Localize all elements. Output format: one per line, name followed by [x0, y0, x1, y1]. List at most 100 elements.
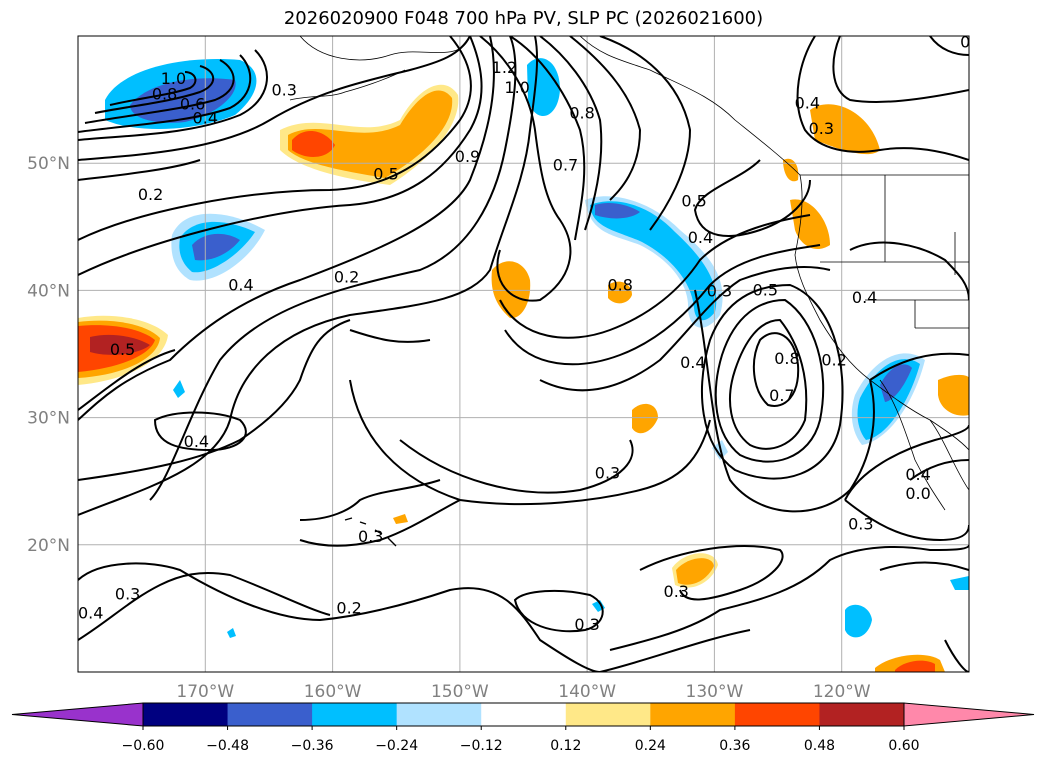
- contour-line: [509, 36, 586, 241]
- contour-line: [499, 214, 811, 339]
- contour-line: [929, 36, 969, 56]
- pv-positive-region: [608, 281, 632, 304]
- contour-label: 0.5: [373, 165, 398, 184]
- contour-line: [78, 36, 472, 241]
- pv-positive-region: [676, 558, 714, 585]
- pv-shading: [78, 58, 969, 672]
- contour-line: [849, 241, 969, 301]
- contour-line: [569, 36, 642, 201]
- contour-line: [844, 424, 969, 501]
- contour-line: [714, 298, 824, 463]
- contour-line: [752, 332, 800, 407]
- contour-line: [844, 499, 969, 542]
- contour-label: 0.3: [595, 464, 620, 483]
- contour-label: 0.2: [334, 268, 359, 287]
- colorbar-tick-label: −0.36: [291, 738, 334, 754]
- contour-line: [84, 59, 235, 124]
- contour-label: 0.8: [774, 349, 799, 368]
- pv-negative-region: [590, 201, 717, 321]
- contour-line: [78, 36, 471, 161]
- contour-label: 0.2: [336, 598, 361, 617]
- aleutian-islands: [289, 69, 406, 101]
- contour-label: 0.4: [680, 353, 705, 372]
- colorbar-segment: [227, 703, 313, 726]
- contour-line: [399, 439, 634, 494]
- contour-line: [78, 572, 331, 641]
- contour-line: [832, 36, 969, 103]
- contour-line: [78, 49, 268, 141]
- longitude-tick-label: 130°W: [686, 682, 744, 702]
- colorbar-segment: [734, 703, 820, 726]
- colorbar-segment: [819, 703, 905, 726]
- baja-california: [879, 379, 946, 511]
- contour-line: [701, 283, 844, 480]
- pv-positive-region: [810, 104, 880, 155]
- contour-label: 0.4: [688, 228, 713, 247]
- state-borders: [820, 175, 969, 329]
- contour-label: 0.5: [960, 32, 985, 51]
- contour-line: [599, 629, 751, 672]
- contour-label: 1.0: [161, 69, 186, 88]
- contour-line: [349, 329, 431, 343]
- colorbar-tick-label: 0.48: [804, 738, 835, 754]
- contour-label: 0.3: [707, 282, 732, 301]
- latitude-axis: 50°N 40°N 30°N 20°N: [27, 154, 70, 556]
- contour-line: [599, 36, 692, 231]
- contour-label: 0.4: [905, 465, 930, 484]
- colorbar-over-extension: [903, 702, 1035, 727]
- pv-positive-region: [632, 403, 658, 434]
- colorbar-segment: [481, 703, 567, 726]
- contour-label: 0.5: [753, 280, 778, 299]
- contour-line: [149, 36, 517, 501]
- pv-negative-region: [527, 58, 560, 117]
- contour-line: [869, 352, 969, 381]
- contour-line: [78, 36, 483, 276]
- contour-line: [78, 349, 176, 411]
- contour-line: [879, 561, 969, 571]
- contour-line: [78, 159, 201, 181]
- contour-line: [299, 499, 461, 547]
- contour-label: 0.2: [821, 350, 846, 369]
- contour-line: [504, 244, 821, 366]
- contour-label: 0.3: [848, 514, 873, 533]
- pv-negative-core: [192, 233, 240, 261]
- map-frame: [77, 35, 970, 673]
- pv-positive-region: [938, 374, 969, 416]
- colorbar-tick-label: 0.60: [888, 738, 919, 754]
- contour-label: 0.3: [664, 582, 689, 601]
- alaska-coast: [299, 36, 471, 61]
- contour-label: 0.4: [193, 109, 218, 128]
- contour-label: 0.3: [271, 81, 296, 100]
- contour-label: 0.3: [574, 615, 599, 634]
- contour-line: [909, 459, 969, 481]
- contour-line: [513, 589, 604, 633]
- colorbar-frame: [142, 702, 905, 727]
- contour-line: [609, 544, 969, 651]
- contour-line: [78, 36, 495, 421]
- colorbar-tick-label: −0.12: [460, 738, 503, 754]
- contour-label: 0.4: [852, 288, 877, 307]
- contour-label: 0.5: [681, 191, 706, 210]
- contour-label: 0.8: [152, 85, 177, 104]
- pv-positive-region: [288, 90, 453, 178]
- contour-label: 0.7: [553, 156, 578, 175]
- contour-label: 0.3: [358, 527, 383, 546]
- longitude-tick-label: 140°W: [558, 682, 616, 702]
- colorbar: −0.60 −0.48 −0.36 −0.24 −0.12 0.12 0.24 0.36 0.4…: [11, 702, 1035, 754]
- contour-line: [78, 54, 252, 133]
- contour-line: [539, 266, 831, 392]
- slp-contours: [78, 36, 969, 672]
- pv-positive-region: [783, 158, 799, 182]
- pv-negative-region: [950, 576, 969, 590]
- contour-label: 0.7: [769, 386, 794, 405]
- contour-label: 0.8: [608, 275, 633, 294]
- pv-positive-region: [393, 514, 408, 524]
- colorbar-tick-label: 0.36: [719, 738, 750, 754]
- contour-label: 0.4: [228, 275, 253, 294]
- longitude-axis: 170°W 160°W 150°W 140°W 130°W 120°W: [176, 682, 870, 702]
- hawaii-islands: [344, 517, 397, 547]
- contour-label: 0.6: [180, 95, 205, 114]
- contour-label: 1.0: [504, 78, 529, 97]
- contour-label: 0.8: [569, 104, 594, 123]
